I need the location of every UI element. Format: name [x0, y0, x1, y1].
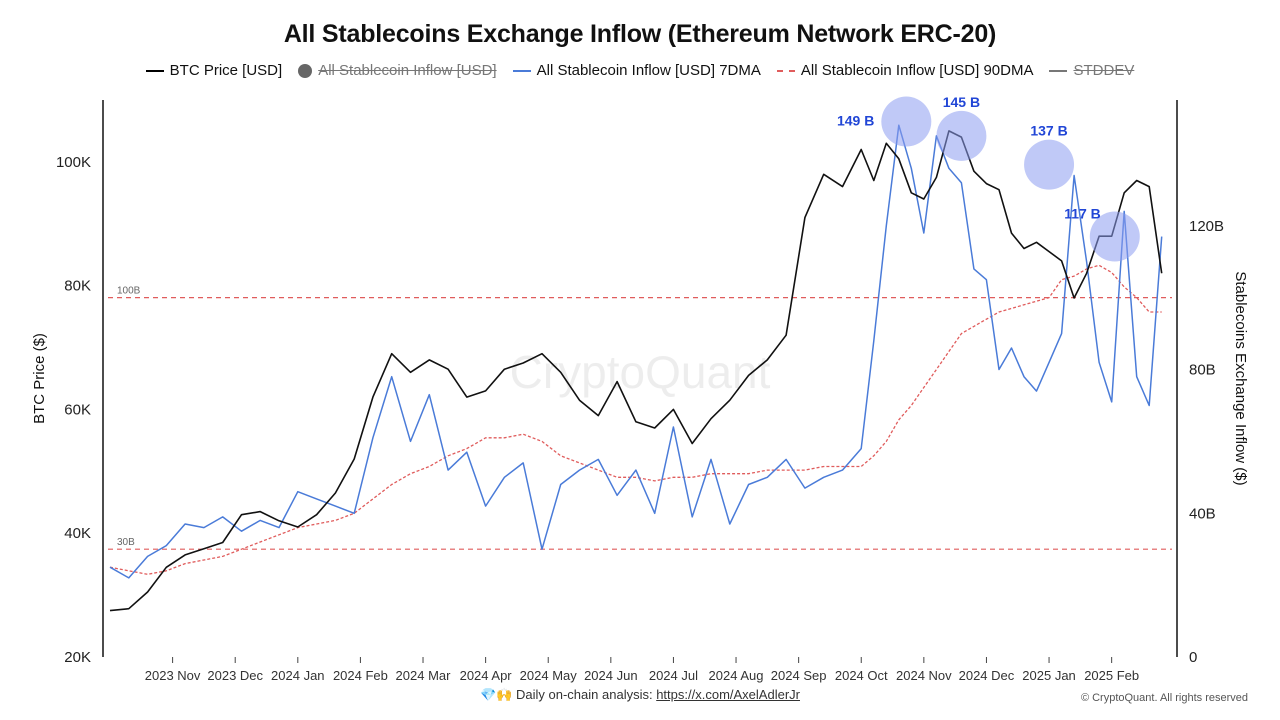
peak-annotation-label: 145 B — [943, 94, 980, 110]
legend-label-stablecoin-inflow: All Stablecoin Inflow [USD] — [318, 62, 497, 79]
legend-label-stddev: STDDEV — [1073, 62, 1135, 79]
x-tick-label: 2024 Jun — [584, 668, 638, 683]
watermark: CryptoQuant — [510, 346, 771, 398]
x-tick-label: 2024 Feb — [333, 668, 388, 683]
peak-annotation-label: 137 B — [1030, 123, 1067, 139]
footer: 💎🙌 Daily on-chain analysis: https://x.co… — [0, 687, 1280, 703]
x-tick-label: 2024 Nov — [896, 668, 952, 683]
y-left-tick-label: 40K — [64, 525, 91, 542]
peak-highlight-circle — [936, 110, 987, 161]
y-right-tick-label: 40B — [1189, 505, 1216, 522]
legend-item-stddev[interactable]: STDDEV — [1049, 62, 1134, 79]
y-right-tick-label: 120B — [1189, 218, 1224, 235]
x-tick-label: 2024 Aug — [709, 668, 764, 683]
peak-highlight-circle — [1089, 211, 1140, 262]
chart-legend: BTC Price [USD] All Stablecoin Inflow [U… — [0, 62, 1280, 79]
x-tick-label: 2023 Dec — [207, 668, 263, 683]
legend-swatch-inflow-90dma — [776, 69, 795, 72]
series-inflow-7dma — [109, 124, 1163, 579]
peak-highlight-circle — [881, 96, 932, 147]
series-btc-price — [109, 130, 1163, 612]
y-left-tick-label: 20K — [64, 649, 91, 666]
legend-label-inflow-7dma: All Stablecoin Inflow [USD] 7DMA — [536, 62, 761, 79]
y-axis-right-title: Stablecoins Exchange Inflow ($) — [1232, 271, 1249, 485]
peak-highlight-circle — [1024, 139, 1075, 190]
legend-item-stablecoin-inflow[interactable]: All Stablecoin Inflow [USD] — [298, 62, 497, 79]
x-tick-label: 2024 Jan — [271, 668, 325, 683]
legend-item-inflow-90dma[interactable]: All Stablecoin Inflow [USD] 90DMA — [776, 62, 1034, 79]
footer-text: Daily on-chain analysis: — [516, 687, 657, 702]
legend-item-inflow-7dma[interactable]: All Stablecoin Inflow [USD] 7DMA — [512, 62, 761, 79]
x-tick-label: 2024 Dec — [959, 668, 1015, 683]
legend-item-btc-price[interactable]: BTC Price [USD] — [145, 62, 283, 79]
copyright: © CryptoQuant. All rights reserved — [1080, 692, 1248, 704]
chart-title: All Stablecoins Exchange Inflow (Ethereu… — [283, 20, 997, 48]
x-tick-label: 2024 Mar — [396, 668, 452, 683]
y-left-tick-label: 100K — [56, 154, 91, 171]
x-tick-label: 2024 May — [520, 668, 578, 683]
reference-line-label: 100B — [117, 286, 141, 297]
legend-label-inflow-90dma: All Stablecoin Inflow [USD] 90DMA — [800, 62, 1034, 79]
x-tick-label: 2024 Sep — [771, 668, 827, 683]
x-tick-label: 2024 Oct — [835, 668, 888, 683]
peak-annotation-label: 117 B — [1064, 206, 1101, 222]
legend-swatch-btc-price — [145, 69, 164, 72]
x-tick-label: 2023 Nov — [145, 668, 201, 683]
peak-annotation-label: 149 B — [837, 113, 874, 129]
y-axis-left-title: BTC Price ($) — [31, 333, 48, 424]
y-right-tick-label: 0 — [1189, 649, 1197, 666]
x-tick-label: 2024 Jul — [649, 668, 698, 683]
legend-swatch-inflow-7dma — [512, 69, 531, 72]
y-left-tick-label: 80K — [64, 278, 91, 295]
x-tick-label: 2025 Jan — [1022, 668, 1076, 683]
footer-link[interactable]: https://x.com/AxelAdlerJr — [656, 687, 800, 702]
reference-line-label: 30B — [117, 537, 135, 548]
legend-swatch-stablecoin-inflow — [298, 63, 313, 78]
diamond-hands-icon: 💎🙌 — [480, 687, 513, 702]
legend-label-btc-price: BTC Price [USD] — [169, 62, 283, 79]
y-right-tick-label: 80B — [1189, 362, 1216, 379]
y-left-tick-label: 60K — [64, 401, 91, 418]
x-tick-label: 2024 Apr — [460, 668, 513, 683]
x-tick-label: 2025 Feb — [1084, 668, 1139, 683]
legend-swatch-stddev — [1049, 69, 1068, 72]
series-inflow-90dma — [109, 264, 1162, 575]
